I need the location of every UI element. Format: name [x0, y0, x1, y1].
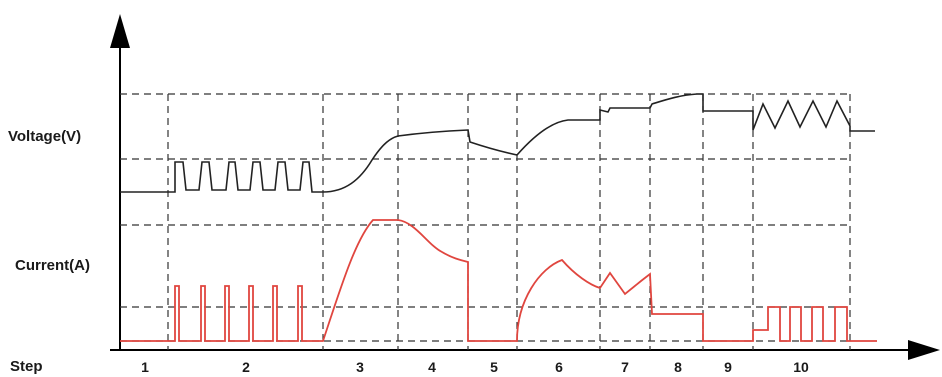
step-number: 10: [793, 359, 809, 375]
step-label: Step: [10, 358, 43, 375]
step-number: 2: [242, 359, 250, 375]
y-axis-arrow-icon: [110, 14, 130, 48]
step-number: 8: [674, 359, 682, 375]
step-number: 5: [490, 359, 498, 375]
step-number: 6: [555, 359, 563, 375]
step-number: 1: [141, 359, 149, 375]
current-label: Current(A): [15, 257, 90, 274]
x-axis-arrow-icon: [908, 340, 940, 360]
step-number: 4: [428, 359, 436, 375]
step-number: 9: [724, 359, 732, 375]
step-boundary-lines: [167, 94, 851, 350]
step-number: 3: [356, 359, 364, 375]
voltage-label: Voltage(V): [8, 128, 81, 145]
voltage-trace: [120, 93, 875, 193]
current-trace: [120, 219, 877, 342]
step-number: 7: [621, 359, 629, 375]
step-numbers: 1 2 3 4 5 6 7 8 9 10: [141, 359, 809, 375]
